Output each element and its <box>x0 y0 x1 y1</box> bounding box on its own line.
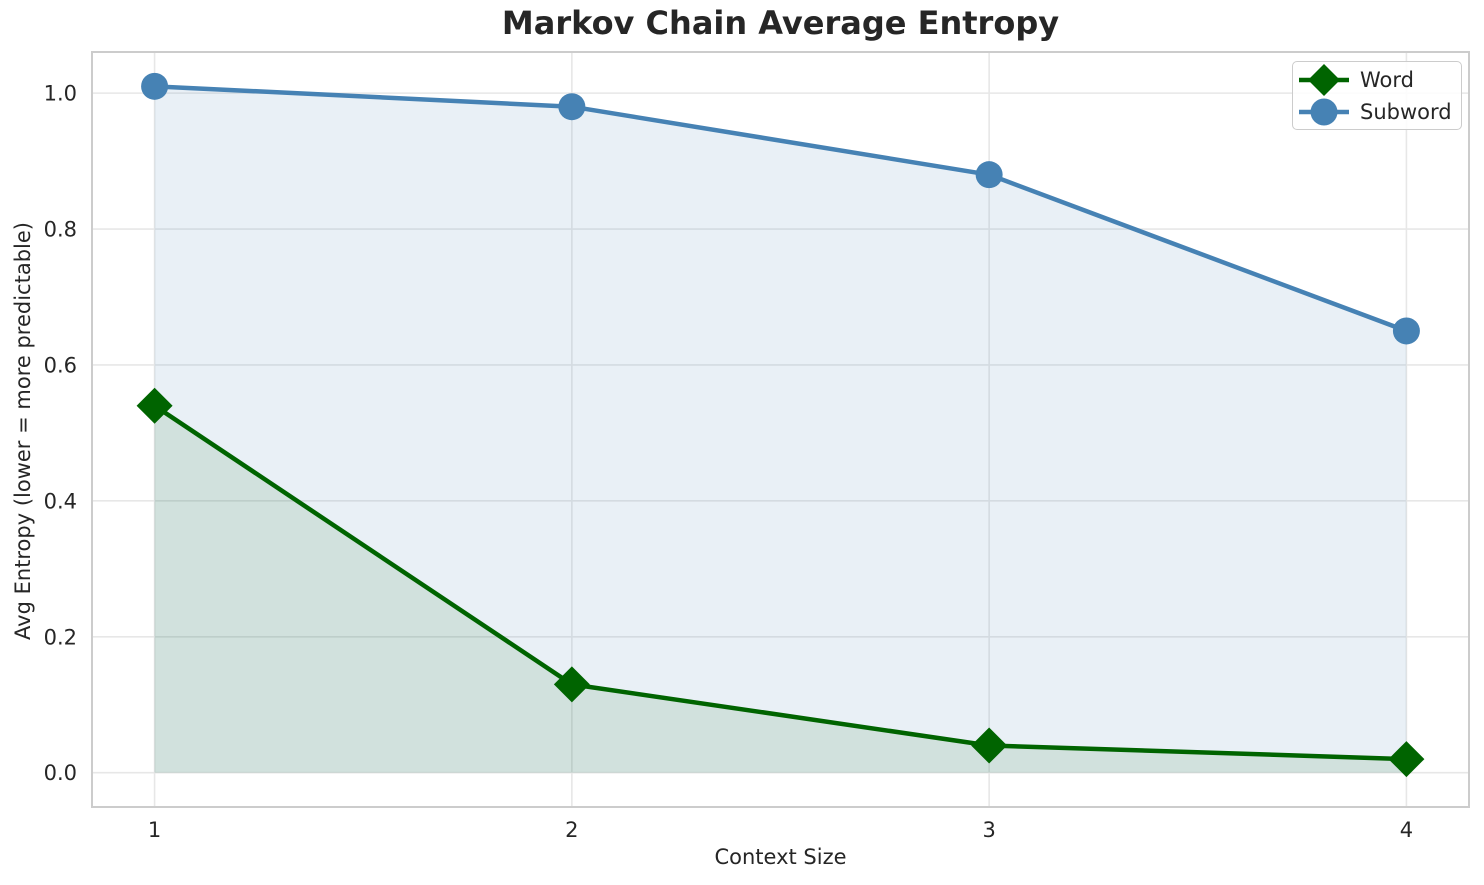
word-marker <box>1388 741 1425 778</box>
word-marker <box>971 727 1008 764</box>
subword-line <box>152 84 1409 334</box>
x-tick-label: 1 <box>148 818 161 842</box>
legend: Word Subword <box>1292 61 1462 130</box>
subword-marker <box>558 93 586 121</box>
legend-item-subword: Subword <box>1297 96 1457 128</box>
plot-border <box>91 51 1470 808</box>
legend-marker <box>1308 64 1340 96</box>
word-area-fill <box>154 405 1407 773</box>
word-marker <box>136 387 173 424</box>
word-marker <box>553 666 590 703</box>
chart-title: Markov Chain Average Entropy <box>501 4 1060 42</box>
y-axis-label: Avg Entropy (lower = more predictable) <box>11 222 35 640</box>
legend-label-word: Word <box>1360 67 1414 92</box>
word-legend-marker-icon <box>1299 64 1349 96</box>
subword-marker <box>1392 317 1420 345</box>
legend-item-word: Word <box>1297 64 1457 96</box>
subword-area-fill <box>154 86 1407 773</box>
x-axis-label: Context Size <box>714 845 847 869</box>
subword-marker <box>975 161 1003 189</box>
y-tick-label: 0.2 <box>44 625 77 649</box>
x-tick-label: 2 <box>565 818 578 842</box>
y-tick-label: 0.0 <box>44 761 77 785</box>
y-tick-label: 1.0 <box>44 82 77 106</box>
x-tick-label: 3 <box>982 818 995 842</box>
y-tick-label: 0.6 <box>44 353 77 377</box>
subword-marker <box>141 72 169 100</box>
y-tick-label: 0.4 <box>44 489 77 513</box>
x-tick-label: 4 <box>1400 818 1413 842</box>
legend-marker <box>1310 98 1338 126</box>
word-line <box>152 403 1409 762</box>
y-tick-label: 0.8 <box>44 218 77 242</box>
legend-label-subword: Subword <box>1360 99 1452 124</box>
subword-legend-marker-icon <box>1299 98 1349 126</box>
